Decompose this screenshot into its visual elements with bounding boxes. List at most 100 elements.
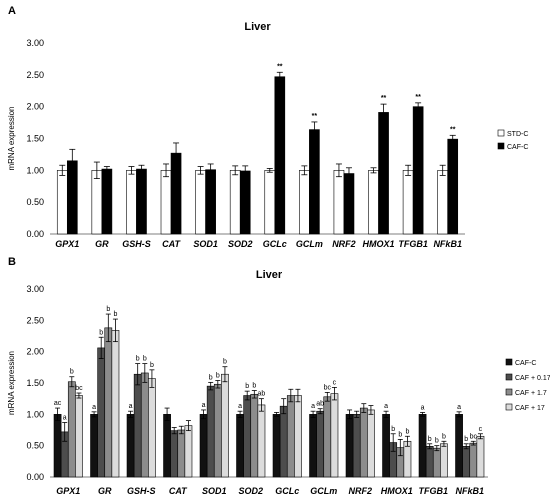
y-axis-label: mRNA expression [7, 106, 16, 170]
bar [359, 407, 368, 478]
category-label: NRF2 [332, 239, 356, 249]
bar [425, 445, 434, 478]
bar [133, 373, 142, 478]
legend-label: CAF + 1.7 [515, 390, 547, 397]
significance-letter: a [238, 403, 242, 410]
significance-letter: ac [54, 400, 62, 407]
category-label: GCLc [275, 486, 299, 496]
bar [412, 106, 424, 235]
bar [352, 414, 361, 478]
bar [75, 395, 83, 478]
bar [264, 170, 276, 235]
category-label: TFGB1 [418, 486, 448, 496]
bar [299, 170, 310, 235]
y-tick-label: 0.50 [26, 197, 44, 207]
category-label: HMOX1 [381, 486, 413, 496]
significance-stars: ** [277, 63, 283, 70]
significance-letter: b [442, 433, 446, 440]
category-label: TFGB1 [398, 239, 428, 249]
category-label: GSH-S [122, 239, 151, 249]
bar [286, 395, 295, 478]
legend-swatch [505, 373, 513, 381]
bar [316, 410, 325, 478]
y-tick-label: 2.00 [26, 102, 44, 112]
chart-b: B Liver 0.00 0.50 1.00 1.50 2.00 2.50 3.00 mRNA e… [7, 256, 550, 496]
bar [126, 170, 137, 235]
significance-letter: b [99, 329, 103, 336]
significance-letter: b [113, 311, 117, 318]
bar [236, 414, 244, 478]
bar [437, 170, 449, 235]
bar [257, 404, 266, 478]
legend-label: CAF-C [515, 360, 536, 367]
category-label: NFkB1 [455, 486, 484, 496]
category-label: SOD2 [228, 239, 253, 249]
significance-stars: ** [450, 126, 456, 133]
bar [170, 152, 182, 235]
category-label: CAT [162, 239, 181, 249]
significance-letter: b [398, 431, 402, 438]
significance-letter: a [92, 404, 96, 411]
bar [367, 409, 375, 478]
bar [170, 430, 179, 478]
bar [455, 414, 463, 478]
category-label: GSH-S [127, 486, 156, 496]
bar [104, 327, 113, 478]
significance-letter: b [252, 383, 256, 390]
bar [402, 170, 414, 235]
bar [309, 414, 317, 478]
legend-swatch [505, 403, 513, 411]
y-tick-label: 2.50 [26, 315, 44, 325]
bar [53, 414, 62, 478]
bar [462, 445, 471, 478]
significance-letter: a [421, 404, 425, 411]
significance-letter: b [150, 362, 154, 369]
significance-letter: ab [316, 401, 324, 408]
significance-stars: ** [415, 94, 421, 101]
bar [160, 170, 172, 235]
legend-swatch [505, 388, 513, 396]
bar [343, 173, 355, 235]
significance-letter: b [106, 306, 110, 313]
category-label: CAT [169, 486, 188, 496]
chart-title: Liver [244, 21, 271, 33]
bar [229, 170, 241, 235]
bar [56, 170, 68, 235]
bar [330, 393, 339, 478]
significance-letter: b [428, 436, 432, 443]
significance-letter: c [479, 426, 483, 433]
bar [440, 443, 448, 478]
significance-letter: b [143, 356, 147, 363]
significance-stars: ** [312, 113, 318, 120]
bar [418, 414, 427, 478]
bar [378, 112, 389, 235]
y-tick-label: 3.00 [26, 284, 44, 294]
significance-letter: b [209, 374, 213, 381]
bar [368, 170, 379, 235]
bar [243, 395, 252, 478]
category-label: GPX1 [55, 239, 79, 249]
significance-letter: b [70, 369, 74, 376]
bar [111, 330, 120, 478]
bar [177, 429, 186, 478]
category-label: GCLm [296, 239, 323, 249]
category-label: SOD2 [238, 486, 263, 496]
category-label: GR [95, 239, 109, 249]
bar [206, 385, 215, 478]
bar [382, 414, 390, 478]
bar [469, 442, 478, 478]
bar [447, 138, 459, 235]
bar [97, 347, 106, 478]
significance-letter: a [457, 404, 461, 411]
bar [184, 425, 193, 478]
bar [67, 381, 76, 478]
significance-letter: bc [75, 385, 83, 392]
significance-letter: bc [324, 384, 332, 391]
category-label: NFkB1 [433, 239, 462, 249]
bar [126, 414, 135, 478]
bar [333, 170, 345, 235]
significance-letter: a [202, 402, 206, 409]
bar [136, 168, 147, 235]
significance-letter: a [63, 414, 67, 421]
